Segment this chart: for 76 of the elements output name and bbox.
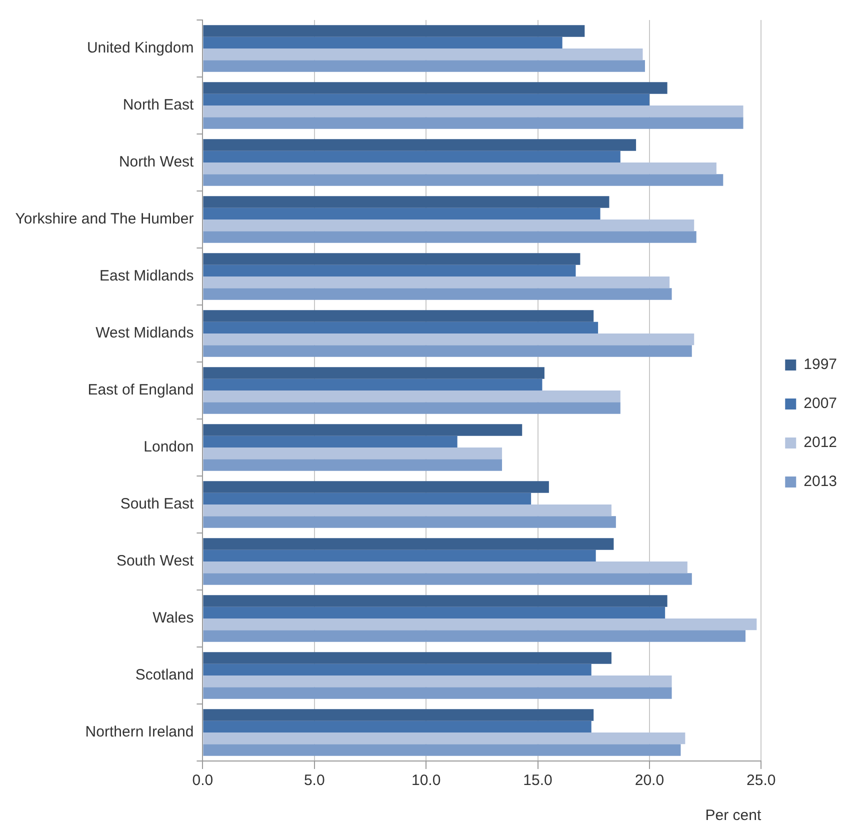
bar [203,676,672,688]
y-tick-label: South West [116,552,195,570]
y-tick-label: Wales [152,610,194,627]
legend-label: 2007 [804,395,838,412]
x-tick-label: 10.0 [411,772,441,790]
bar [203,117,744,129]
bar [203,424,522,436]
bar [203,516,616,528]
bar [203,630,746,642]
bar [203,106,744,118]
bar [203,606,666,618]
bar [203,390,620,402]
x-axis-title: Per cent [705,807,762,824]
bar [203,448,502,460]
bar [203,732,686,744]
bar [203,139,636,151]
bar [203,345,692,357]
bar [203,288,672,300]
bar [203,709,594,721]
x-tick-label: 5.0 [304,772,325,790]
y-tick-label: South East [120,496,195,513]
bar [203,220,694,232]
bar [203,459,502,471]
bar [203,664,592,676]
y-tick-label: Scotland [135,666,194,684]
bar [203,334,694,346]
bar [203,94,650,106]
bar [203,196,610,208]
bar [203,367,544,379]
bar [203,253,580,265]
bar [203,231,696,243]
bar [203,652,612,664]
bar [203,48,643,60]
y-tick-label: North East [122,96,195,114]
y-tick-label: East Midlands [99,268,194,285]
y-tick-label: West Midlands [96,324,194,342]
bar [203,720,592,732]
bar [203,562,688,574]
bar [203,162,716,174]
legend-label: 1997 [804,356,838,374]
bar [203,573,692,585]
bar [203,550,596,562]
legend-label: 2012 [804,434,838,452]
y-tick-label: Northern Ireland [85,724,194,741]
bar [203,310,594,322]
bar [203,25,585,37]
y-tick-label: United Kingdom [86,40,194,57]
bar [203,174,724,186]
bar [203,402,620,414]
x-tick-label: 15.0 [523,772,552,790]
y-tick-label: East of England [88,382,194,399]
x-tick-label: 0.0 [192,772,214,790]
legend-label: 2013 [804,473,838,490]
y-tick-label: London [144,438,194,456]
x-tick-label: 25.0 [746,772,776,790]
bar [203,687,672,699]
bar [203,82,668,94]
bar [203,208,600,220]
bar [203,481,549,493]
bar [203,618,757,630]
bar [203,276,670,288]
bar [203,150,620,162]
bar [203,436,458,448]
bar [203,744,681,756]
bar [203,322,598,334]
y-tick-label: North West [118,154,195,171]
x-tick-label: 20.0 [634,772,664,790]
bar [203,538,614,550]
bar [203,378,542,390]
bar [203,264,576,276]
bar [203,60,645,72]
bar [203,36,562,48]
bar [203,595,668,607]
bar [203,504,612,516]
bar [203,492,532,504]
y-tick-label: Yorkshire and The Humber [15,210,194,228]
